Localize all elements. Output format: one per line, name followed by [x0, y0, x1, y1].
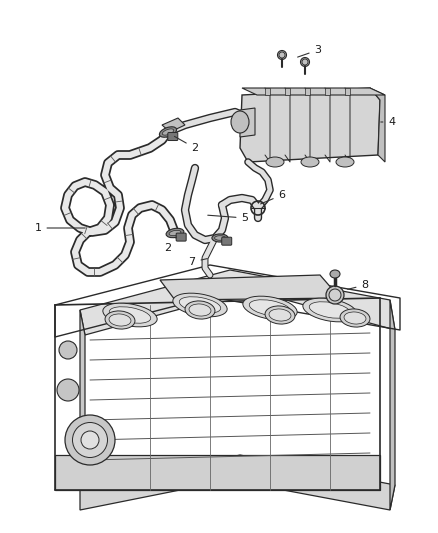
Ellipse shape: [109, 307, 151, 323]
Ellipse shape: [249, 300, 291, 316]
Ellipse shape: [265, 306, 295, 324]
Ellipse shape: [65, 415, 115, 465]
Ellipse shape: [303, 298, 357, 322]
Polygon shape: [390, 300, 395, 510]
Ellipse shape: [159, 127, 177, 137]
Ellipse shape: [215, 236, 226, 240]
Polygon shape: [242, 88, 385, 95]
Ellipse shape: [57, 379, 79, 401]
FancyBboxPatch shape: [222, 237, 232, 245]
Polygon shape: [160, 275, 340, 300]
Polygon shape: [370, 88, 385, 162]
Ellipse shape: [103, 303, 157, 327]
Text: 1: 1: [35, 223, 85, 233]
Text: 2: 2: [164, 237, 177, 253]
Text: 2: 2: [174, 136, 198, 153]
Ellipse shape: [59, 341, 77, 359]
Polygon shape: [80, 270, 395, 335]
Polygon shape: [325, 88, 330, 95]
Text: 5: 5: [208, 213, 248, 223]
Ellipse shape: [243, 296, 297, 320]
Ellipse shape: [166, 228, 184, 238]
Ellipse shape: [300, 58, 310, 67]
Polygon shape: [265, 88, 270, 95]
Ellipse shape: [330, 270, 340, 278]
Text: 8: 8: [348, 280, 368, 290]
Ellipse shape: [185, 301, 215, 319]
Polygon shape: [80, 310, 85, 490]
Ellipse shape: [278, 51, 286, 60]
Text: 7: 7: [188, 257, 207, 267]
Ellipse shape: [81, 431, 99, 449]
Ellipse shape: [231, 111, 249, 133]
Polygon shape: [80, 455, 395, 510]
FancyBboxPatch shape: [176, 233, 186, 241]
Ellipse shape: [109, 314, 131, 326]
FancyBboxPatch shape: [168, 133, 178, 141]
Text: 4: 4: [381, 117, 396, 127]
Ellipse shape: [73, 423, 107, 457]
Ellipse shape: [105, 311, 135, 329]
Ellipse shape: [162, 129, 174, 135]
Ellipse shape: [309, 302, 351, 318]
Ellipse shape: [329, 289, 341, 301]
Ellipse shape: [326, 286, 344, 304]
Ellipse shape: [344, 312, 366, 324]
Polygon shape: [345, 88, 350, 95]
Text: 6: 6: [261, 190, 286, 204]
Polygon shape: [305, 88, 310, 95]
Polygon shape: [55, 455, 380, 490]
Ellipse shape: [169, 230, 181, 236]
Ellipse shape: [279, 52, 285, 58]
Text: 3: 3: [298, 45, 321, 57]
Ellipse shape: [189, 304, 211, 316]
Polygon shape: [162, 118, 185, 132]
Ellipse shape: [269, 309, 291, 321]
Ellipse shape: [302, 59, 308, 65]
Polygon shape: [285, 88, 290, 95]
Ellipse shape: [266, 157, 284, 167]
Polygon shape: [240, 88, 380, 162]
Ellipse shape: [301, 157, 319, 167]
Ellipse shape: [336, 157, 354, 167]
Ellipse shape: [212, 234, 228, 242]
Ellipse shape: [179, 297, 221, 313]
Ellipse shape: [173, 293, 227, 317]
Polygon shape: [240, 108, 255, 137]
Ellipse shape: [340, 309, 370, 327]
